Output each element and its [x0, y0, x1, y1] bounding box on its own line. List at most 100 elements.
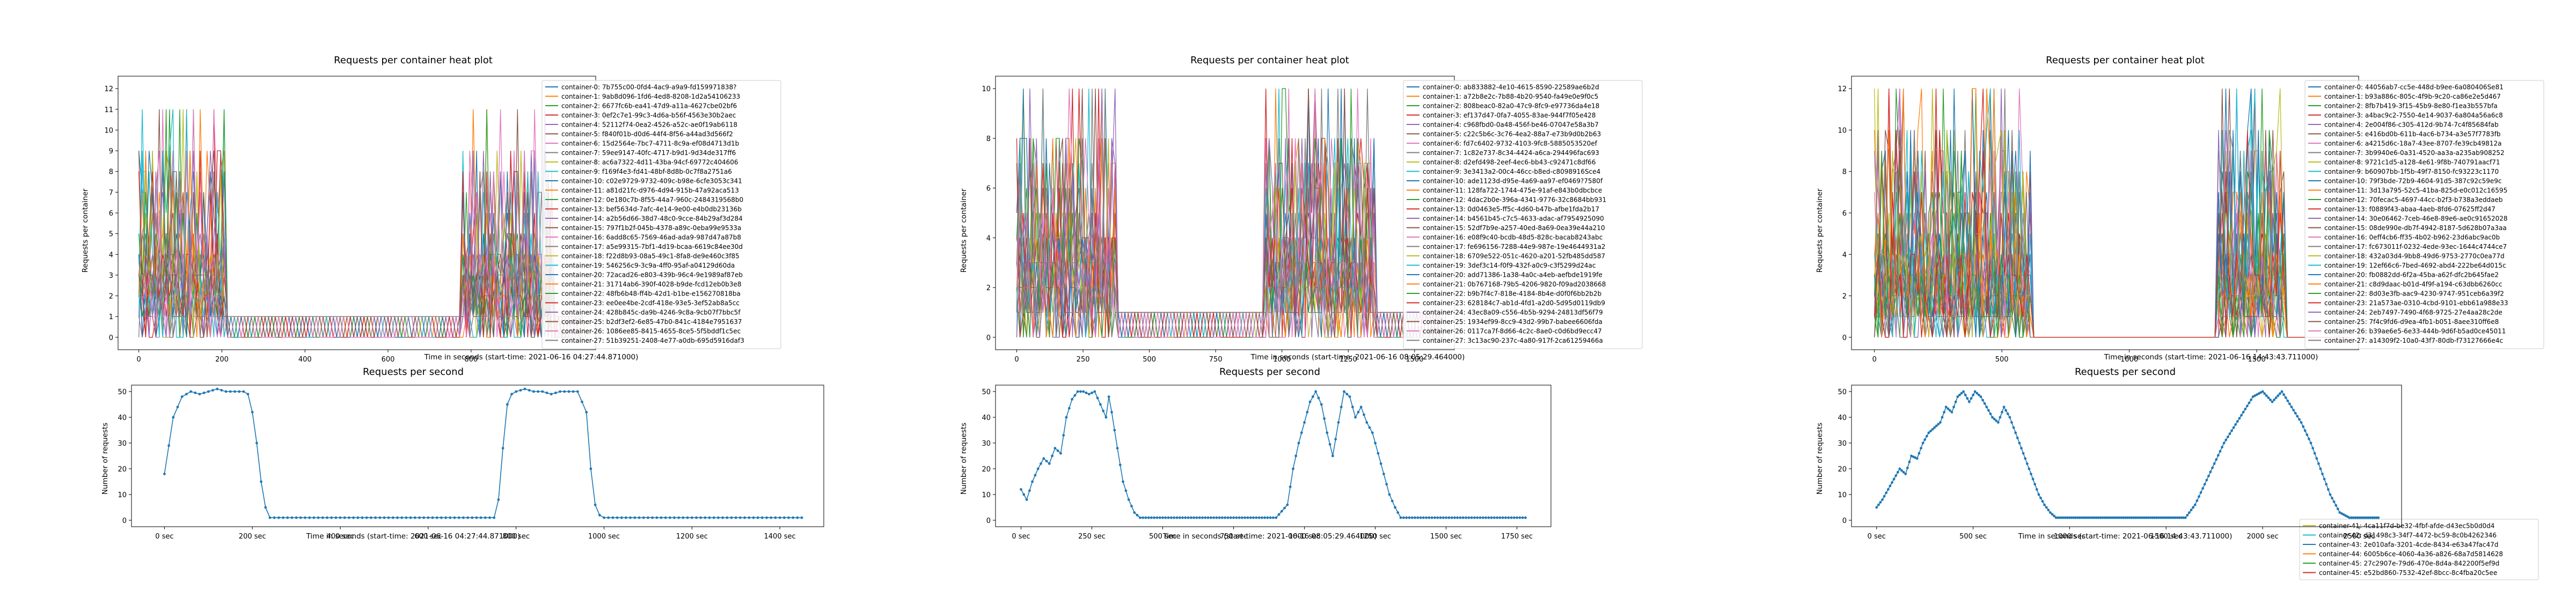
rps-point — [233, 390, 236, 393]
rps-point — [1382, 473, 1385, 475]
rps-point — [2169, 516, 2171, 519]
rps-point — [427, 516, 430, 519]
rps-point — [493, 516, 496, 519]
rps-point — [1241, 516, 1243, 519]
rps-point — [1257, 516, 1261, 519]
rps-point — [1308, 400, 1312, 403]
rps-point — [1206, 516, 1210, 519]
legend-entry: container-12: 0e180c7b-8f55-44a7-960c-24… — [561, 196, 743, 204]
rps-point — [1249, 516, 1252, 519]
rps-point — [1283, 506, 1286, 510]
rps-point — [2093, 516, 2096, 519]
rps-point — [563, 390, 566, 393]
rps-point — [1877, 503, 1880, 506]
rps-point — [1232, 516, 1235, 519]
x-tick-label: 2000 sec — [2246, 533, 2278, 541]
rps-point — [2118, 516, 2121, 519]
rps-point — [2051, 513, 2054, 516]
rps-point — [1883, 495, 1886, 498]
rps-line — [164, 388, 802, 518]
legend-entry: container-27: a14309f2-10a0-43f7-80db-f7… — [2324, 337, 2503, 344]
rps-point — [1931, 428, 1934, 431]
rps-point — [1981, 399, 1985, 402]
rps-point — [2057, 516, 2060, 519]
rps-point — [1292, 467, 1294, 470]
rps-point — [1371, 431, 1374, 434]
rps-point — [172, 416, 175, 419]
rps-point — [2259, 391, 2262, 394]
rps-point — [1447, 516, 1451, 519]
rps-point — [717, 516, 720, 519]
rps-point — [1983, 402, 1986, 405]
y-tick-label: 20 — [1838, 466, 1847, 474]
rps-line — [1876, 390, 2379, 518]
rps-point — [1122, 480, 1125, 483]
legend-entry: container-42: d31498c3-34f7-4472-bc59-8c… — [2319, 532, 2497, 539]
rps-point — [532, 390, 535, 393]
rps-point — [523, 387, 526, 390]
series-line-14 — [1016, 88, 1446, 338]
legend-entry: container-8: d2efd498-2eef-4ec6-bb43-c92… — [1423, 159, 1596, 166]
rps-point — [2221, 446, 2223, 449]
rps-point — [2216, 454, 2220, 457]
rps-point — [2157, 516, 2160, 519]
legend-entry: container-27: 3c13ac90-237c-4a80-917f-2c… — [1423, 337, 1603, 344]
x-tick-label: 200 sec — [239, 533, 266, 541]
rps-point — [1950, 411, 1953, 414]
rps-point — [1348, 395, 1351, 398]
rps-point — [1034, 474, 1037, 477]
rps-point — [282, 516, 284, 519]
heat-title: Requests per container heat plot — [2046, 55, 2205, 66]
rps-point — [1170, 516, 1173, 519]
rps-point — [1516, 516, 1519, 519]
rps-point — [1306, 411, 1309, 414]
rps-point — [1978, 394, 1980, 396]
rps-point — [690, 516, 693, 519]
rps-title: Requests per second — [2075, 366, 2176, 378]
legend-entry: container-22: 8d03e3fb-aac9-4230-9747-95… — [2324, 290, 2504, 298]
rps-point — [1941, 416, 1944, 419]
rps-point — [2290, 405, 2293, 409]
rps-point — [2209, 470, 2212, 474]
rps-point — [1964, 394, 1967, 396]
rps-point — [2143, 516, 2147, 519]
rps-point — [2149, 516, 2152, 519]
rps-point — [704, 516, 707, 519]
rps-point — [1952, 405, 1956, 409]
rps-point — [726, 516, 729, 519]
rps-point — [387, 516, 390, 519]
rps-point — [163, 473, 166, 475]
legend-entry: container-10: ade1123d-d95e-4a69-aa97-ef… — [1423, 178, 1603, 185]
rps-point — [1226, 516, 1230, 519]
y-tick-label: 12 — [104, 85, 113, 93]
rps-point — [550, 393, 553, 396]
y-tick-label: 0 — [986, 334, 991, 342]
rps-point — [642, 516, 645, 519]
rps-point — [440, 516, 443, 519]
rps-point — [2024, 457, 2027, 460]
rps-point — [2326, 488, 2330, 491]
heat-xlabel: Time in seconds (start-time: 2021-06-16 … — [424, 353, 639, 362]
legend-entry: container-27: 51b39251-2408-4e77-a0db-69… — [561, 337, 744, 344]
rps-point — [1272, 516, 1275, 519]
rps-point — [2332, 500, 2336, 503]
legend-entry: container-14: a2b56d66-38d7-48c0-9cce-84… — [561, 215, 743, 223]
x-tick-label: 1400 sec — [764, 533, 796, 541]
y-tick-label: 4 — [1842, 251, 1847, 259]
axes-frame — [995, 385, 1552, 527]
legend-entry: container-11: a81d21fc-d976-4d94-915b-47… — [561, 187, 739, 194]
legend-entry: container-9: b60907bb-1f5b-49f7-8150-fc9… — [2324, 168, 2499, 175]
legend-entry: container-24: 2eb7497-7490-4f68-9725-27e… — [2324, 309, 2502, 316]
series-line-8 — [1016, 88, 1446, 338]
rps-point — [2224, 438, 2228, 441]
rps-point — [2054, 516, 2058, 519]
rps-point — [2263, 392, 2266, 395]
rps-point — [2030, 473, 2032, 475]
rps-point — [1320, 403, 1323, 406]
legend-entry: container-25: 7f4c9fd6-d9ea-4fb1-b051-8a… — [2324, 318, 2499, 326]
x-tick-label: 1200 sec — [676, 533, 708, 541]
rps-point — [2043, 503, 2046, 506]
rps-point — [2124, 516, 2127, 519]
legend-entry: container-3: ef137d47-0fa7-4055-83ae-944… — [1423, 112, 1596, 119]
rps-point — [2006, 412, 2009, 415]
